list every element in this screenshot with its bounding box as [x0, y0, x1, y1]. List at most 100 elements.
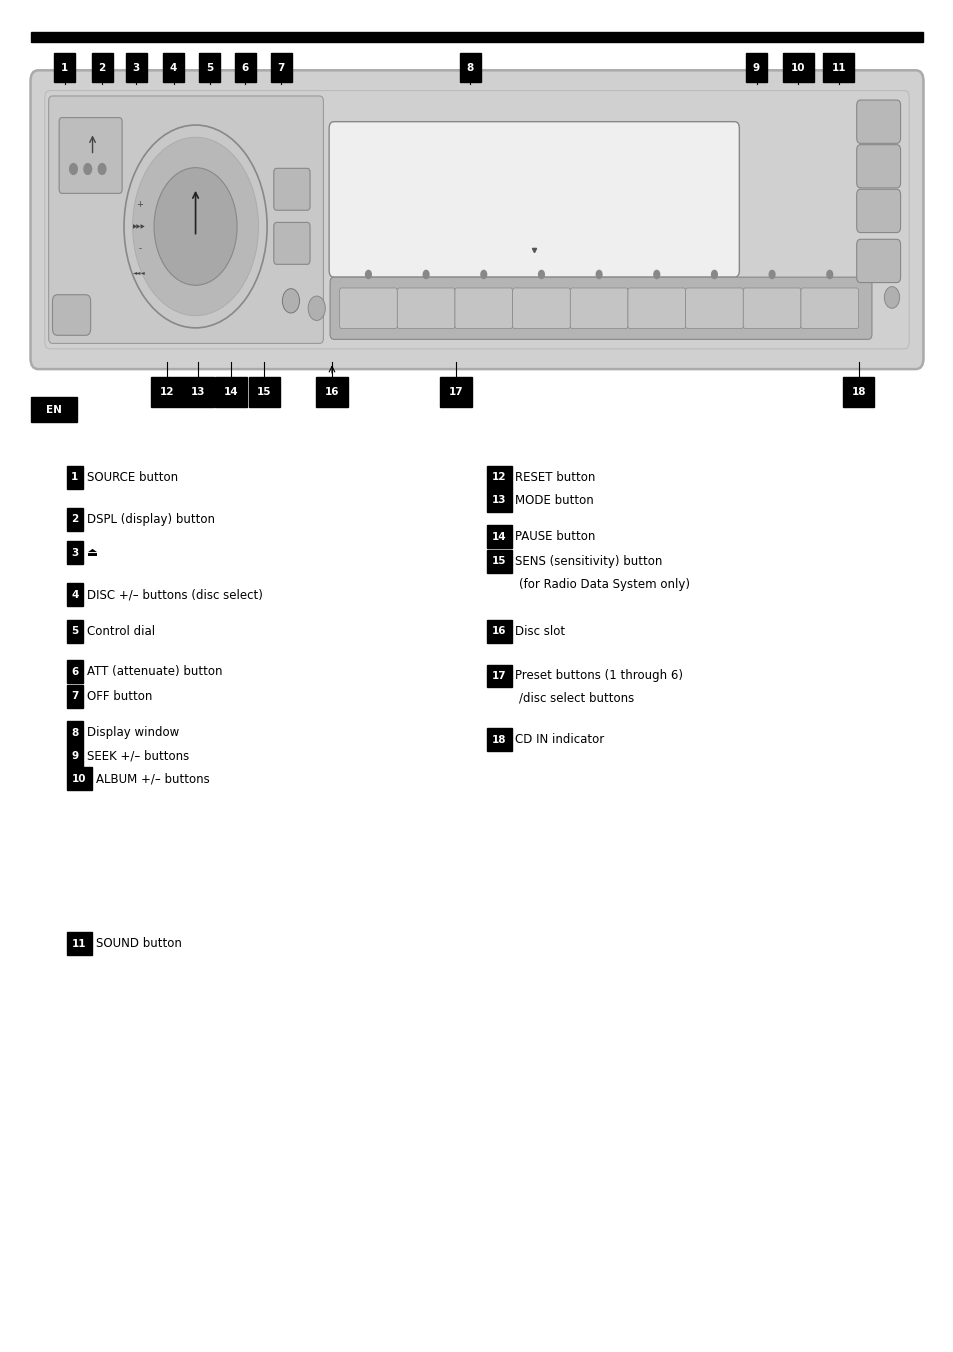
- Text: 4: 4: [170, 62, 177, 73]
- FancyBboxPatch shape: [512, 288, 570, 329]
- Bar: [31, 397, 77, 422]
- Bar: [67, 933, 91, 955]
- Bar: [67, 619, 83, 642]
- Text: MODE button: MODE button: [515, 493, 594, 507]
- Bar: [439, 377, 471, 407]
- Bar: [486, 665, 511, 687]
- Text: -: -: [138, 245, 141, 253]
- Bar: [842, 377, 873, 407]
- Circle shape: [154, 168, 236, 285]
- FancyBboxPatch shape: [274, 222, 310, 265]
- Text: /disc select buttons: /disc select buttons: [518, 691, 634, 704]
- Text: 15: 15: [492, 556, 506, 566]
- Bar: [31, 32, 922, 42]
- Circle shape: [768, 270, 774, 279]
- Bar: [91, 53, 112, 82]
- Text: 5: 5: [206, 62, 213, 73]
- Text: 7: 7: [71, 691, 78, 702]
- Bar: [486, 525, 511, 549]
- Bar: [486, 488, 511, 511]
- Circle shape: [84, 164, 91, 174]
- Bar: [126, 53, 147, 82]
- Text: OFF button: OFF button: [87, 690, 152, 703]
- Bar: [745, 53, 766, 82]
- Bar: [199, 53, 220, 82]
- FancyBboxPatch shape: [30, 70, 923, 369]
- Bar: [67, 541, 83, 565]
- FancyBboxPatch shape: [570, 288, 627, 329]
- Text: 14: 14: [223, 387, 238, 397]
- Circle shape: [538, 270, 544, 279]
- FancyBboxPatch shape: [856, 100, 900, 143]
- Text: 5: 5: [71, 626, 78, 637]
- Text: 16: 16: [492, 626, 506, 637]
- Text: 2: 2: [98, 62, 106, 73]
- Text: 12: 12: [492, 472, 506, 483]
- Text: 18: 18: [850, 387, 865, 397]
- Text: 8: 8: [71, 727, 78, 738]
- Bar: [459, 53, 480, 82]
- Bar: [781, 53, 813, 82]
- Circle shape: [596, 270, 601, 279]
- Circle shape: [132, 138, 258, 316]
- Text: Preset buttons (1 through 6): Preset buttons (1 through 6): [515, 669, 682, 683]
- Text: ◄◄◄: ◄◄◄: [133, 269, 146, 274]
- Text: SOURCE button: SOURCE button: [87, 470, 178, 484]
- Text: SENS (sensitivity) button: SENS (sensitivity) button: [515, 554, 662, 568]
- FancyBboxPatch shape: [856, 239, 900, 283]
- Text: 17: 17: [492, 671, 506, 681]
- Circle shape: [308, 296, 325, 320]
- Text: 1: 1: [61, 62, 69, 73]
- Text: Disc slot: Disc slot: [515, 625, 565, 638]
- Circle shape: [282, 289, 299, 312]
- Bar: [67, 744, 83, 768]
- Bar: [214, 377, 246, 407]
- Bar: [67, 722, 83, 744]
- Text: 15: 15: [256, 387, 272, 397]
- FancyBboxPatch shape: [52, 295, 91, 335]
- Text: ▶▶▶: ▶▶▶: [133, 224, 146, 228]
- Circle shape: [711, 270, 717, 279]
- Text: 10: 10: [72, 773, 87, 784]
- FancyBboxPatch shape: [856, 189, 900, 233]
- FancyBboxPatch shape: [329, 122, 739, 277]
- Bar: [486, 727, 511, 752]
- Bar: [234, 53, 255, 82]
- FancyBboxPatch shape: [396, 288, 455, 329]
- FancyBboxPatch shape: [274, 168, 310, 210]
- Text: SOUND button: SOUND button: [95, 937, 181, 950]
- Text: 9: 9: [752, 62, 760, 73]
- FancyBboxPatch shape: [801, 288, 858, 329]
- FancyBboxPatch shape: [742, 288, 801, 329]
- Text: RESET button: RESET button: [515, 470, 596, 484]
- Text: 3: 3: [71, 548, 78, 558]
- Circle shape: [98, 164, 106, 174]
- Text: SEEK +/– buttons: SEEK +/– buttons: [87, 749, 189, 763]
- Text: 16: 16: [324, 387, 339, 397]
- Text: 10: 10: [790, 62, 805, 73]
- FancyBboxPatch shape: [685, 288, 742, 329]
- Bar: [151, 377, 182, 407]
- Circle shape: [883, 287, 899, 308]
- Text: EN: EN: [47, 404, 62, 415]
- Bar: [67, 465, 83, 488]
- FancyBboxPatch shape: [49, 96, 323, 343]
- Circle shape: [653, 270, 659, 279]
- FancyBboxPatch shape: [330, 277, 871, 339]
- Circle shape: [480, 270, 486, 279]
- Text: 18: 18: [492, 734, 506, 745]
- Text: 12: 12: [159, 387, 174, 397]
- Bar: [315, 377, 347, 407]
- FancyBboxPatch shape: [339, 288, 396, 329]
- Text: 7: 7: [277, 62, 285, 73]
- Text: +: +: [136, 200, 143, 208]
- Text: CD IN indicator: CD IN indicator: [515, 733, 604, 746]
- Text: Control dial: Control dial: [87, 625, 154, 638]
- Text: ⏏: ⏏: [87, 546, 98, 560]
- Text: 3: 3: [132, 62, 140, 73]
- Text: ALBUM +/– buttons: ALBUM +/– buttons: [95, 772, 210, 786]
- Bar: [486, 465, 511, 488]
- Bar: [54, 53, 75, 82]
- Bar: [67, 507, 83, 530]
- FancyBboxPatch shape: [627, 288, 685, 329]
